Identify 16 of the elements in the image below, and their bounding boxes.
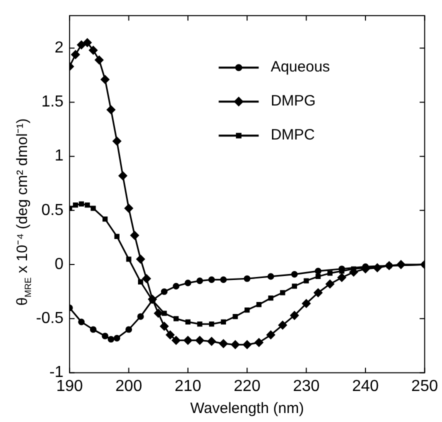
x-tick-label: 210 (174, 378, 202, 395)
x-axis-title: Wavelength (nm) (190, 400, 304, 418)
y-tick-label: 1.5 (41, 94, 64, 111)
legend-label: Aqueous (270, 58, 330, 76)
x-tick-label: 240 (352, 378, 379, 395)
y-tick-label: 1 (54, 148, 64, 165)
legend-label: DMPC (270, 126, 316, 144)
x-tick-label: 200 (115, 378, 142, 395)
y-tick-label: 2 (54, 39, 64, 56)
y-tick-label: 0.5 (41, 202, 64, 219)
x-tick-label: 250 (411, 378, 438, 395)
x-tick-label: 220 (234, 378, 261, 395)
y-tick-label: 0 (54, 256, 64, 273)
y-tick-label: -0.5 (36, 310, 64, 328)
x-tick-label: 230 (292, 378, 320, 395)
legend-label: DMPG (270, 92, 316, 110)
